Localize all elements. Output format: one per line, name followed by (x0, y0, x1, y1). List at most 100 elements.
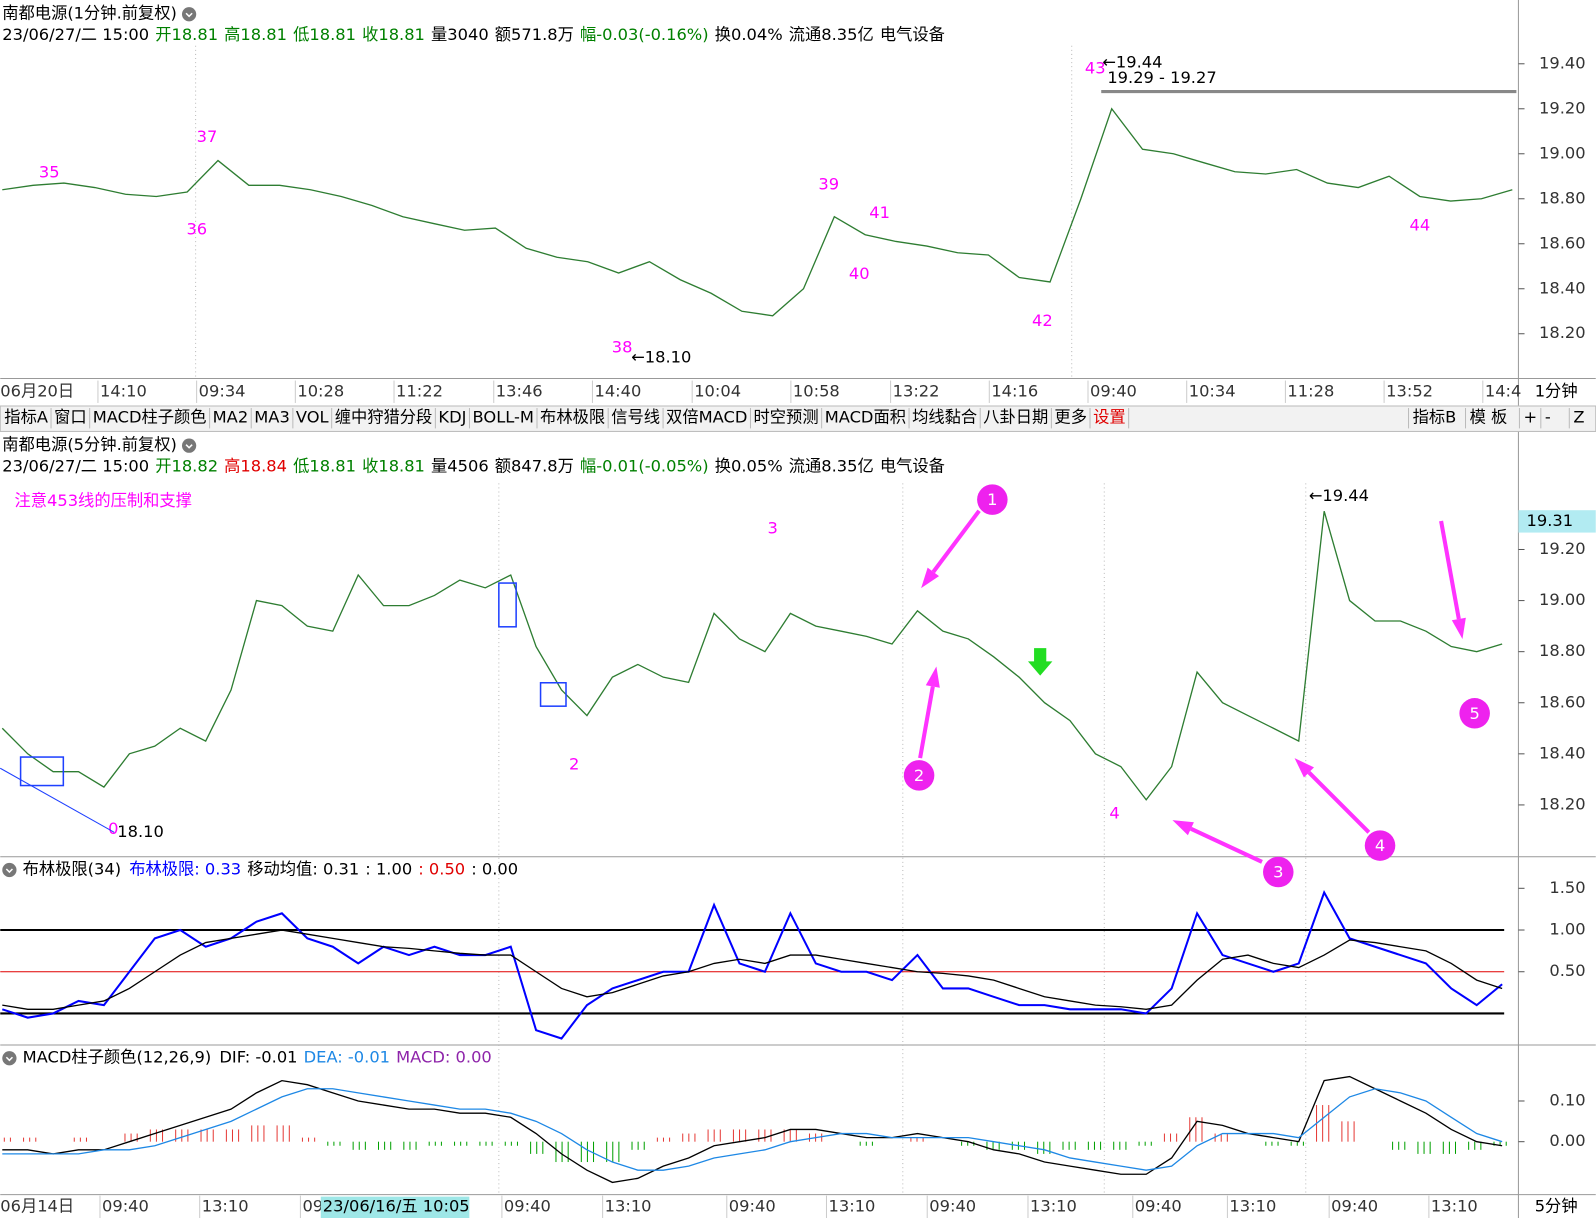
toolbar-button[interactable]: 指标A (4, 408, 48, 427)
marker-circle (1263, 856, 1294, 888)
annotation: 36 (186, 219, 207, 238)
y-tick-label: 0.10 (1549, 1090, 1585, 1109)
x-tick-label: 09:34 (199, 381, 246, 400)
note: 注意453线的压制和支撑 (14, 491, 191, 510)
x-tick-label: 13:10 (1030, 1196, 1077, 1215)
dropdown-chevron (185, 444, 193, 449)
annotation: 18.10 (117, 822, 164, 841)
x-tick-label: 10:58 (793, 381, 840, 400)
toolbar-button[interactable]: 信号线 (611, 408, 660, 427)
current-price-box (1518, 510, 1596, 533)
x-tick-label: 13:10 (1229, 1196, 1276, 1215)
toolbar-button[interactable]: 双倍MACD (666, 408, 747, 427)
toolbar-button[interactable]: 布林极限 (540, 408, 605, 427)
quote-info: 换0.04% (715, 25, 783, 44)
toolbar-button[interactable]: 缠中狩猎分段 (335, 408, 433, 427)
annotation: 44 (1410, 215, 1431, 234)
y-tick-label: 0.00 (1549, 1131, 1585, 1150)
toolbar-button[interactable]: MACD面积 (825, 408, 906, 427)
x-tick-label: 06月20日 (0, 381, 74, 400)
toolbar-button[interactable]: 时空预测 (754, 408, 819, 427)
dropdown-icon[interactable] (181, 438, 197, 453)
x-tick-label: 09:40 (1135, 1196, 1182, 1215)
marker-arrow (1307, 771, 1371, 834)
indicator-legend: : 0.00 (471, 860, 518, 879)
toolbar-button[interactable]: 窗口 (54, 408, 87, 427)
toolbar-button[interactable]: 均线黏合 (912, 408, 977, 427)
x-tick-label: 13:52 (1386, 381, 1433, 400)
y-tick-label: 19.20 (1539, 98, 1586, 117)
cursor-label-bg (320, 1196, 470, 1218)
toolbar-button[interactable]: - (1545, 408, 1551, 427)
dropdown-icon[interactable] (2, 862, 17, 878)
annotation: ←19.44 (1309, 486, 1369, 505)
quote-info: 低18.81 (293, 457, 356, 476)
toolbar-button[interactable]: 模 板 (1470, 408, 1508, 427)
quote-info: 高18.84 (224, 457, 287, 476)
dropdown-icon[interactable] (2, 1051, 17, 1066)
toolbar-button[interactable]: 设置 (1093, 408, 1126, 427)
toolbar-button[interactable]: MA3 (254, 408, 290, 427)
toolbar-button[interactable]: 指标B (1413, 408, 1457, 427)
marker-label: 5 (1469, 704, 1479, 723)
quote-info: 流通8.35亿 (789, 25, 874, 44)
chart-title: 南都电源(1分钟.前复权) (2, 4, 177, 23)
x-tick-label: 14:16 (991, 381, 1038, 400)
toolbar-button[interactable]: VOL (296, 408, 329, 427)
indicator-title: MACD柱子颜色(12,26,9) (23, 1048, 212, 1067)
x-tick-label: 10:34 (1189, 381, 1236, 400)
trend-line (0, 767, 115, 833)
dropdown-icon[interactable] (181, 7, 197, 22)
annotation: 37 (197, 127, 218, 146)
marker-label: 1 (987, 490, 997, 509)
toolbar-button[interactable]: KDJ (438, 408, 466, 427)
x-tick-label: 09:40 (729, 1196, 776, 1215)
quote-info: 收18.81 (362, 457, 425, 476)
dropdown-chevron (5, 868, 13, 874)
marker-arrowhead (921, 567, 940, 589)
toolbar-button[interactable]: Z (1573, 408, 1584, 427)
x-tick-label: 10:28 (297, 381, 344, 400)
y-tick-label: 1.50 (1549, 878, 1585, 897)
toolbar-button[interactable]: BOLL-M (473, 408, 534, 427)
x-tick-label: 09:40 (1331, 1196, 1378, 1215)
quote-info: 量4506 (431, 457, 489, 476)
toolbar-button[interactable]: + (1524, 408, 1538, 427)
x-tick-label: 13:22 (893, 381, 940, 400)
y-tick-label: 0.50 (1549, 961, 1585, 980)
quote-info: 电气设备 (880, 25, 945, 44)
marker-arrowhead (1172, 820, 1194, 836)
x-tick-label: 09:40 (504, 1196, 551, 1215)
toolbar-button[interactable]: 更多 (1054, 408, 1087, 427)
quote-info: 高18.81 (224, 25, 287, 44)
marker-arrowhead (925, 666, 940, 688)
y-tick-label: 18.20 (1539, 323, 1586, 342)
quote-info: 量3040 (431, 25, 489, 44)
y-tick-label: 1.00 (1549, 920, 1585, 939)
y-tick-label: 19.20 (1539, 539, 1586, 558)
annotation: 39 (818, 175, 839, 194)
period-label[interactable]: 5分钟 (1535, 1196, 1578, 1215)
annotation: 3 (767, 519, 777, 538)
x-tick-label: 10:04 (694, 381, 741, 400)
x-tick-label: 13:10 (1431, 1196, 1478, 1215)
x-tick-label: 14:10 (100, 381, 147, 400)
current-price-label: 19.31 (1527, 511, 1574, 530)
annotation: 42 (1032, 311, 1053, 330)
marker-circle (1459, 698, 1490, 729)
x-tick-label: 13:10 (605, 1196, 652, 1215)
period-label[interactable]: 1分钟 (1535, 381, 1578, 400)
indicator-line (1, 890, 1503, 1040)
y-tick-label: 19.00 (1539, 590, 1586, 609)
quote-info: 23/06/27/二 15:00 (2, 25, 149, 44)
annotation: 40 (849, 264, 870, 283)
toolbar-button[interactable]: MA2 (213, 408, 249, 427)
y-tick-label: 18.80 (1539, 641, 1586, 660)
toolbar-button[interactable]: 八卦日期 (983, 408, 1048, 427)
indicator-legend: 布林极限: 0.33 (129, 860, 241, 879)
marker-circle (903, 760, 935, 791)
y-tick-label: 19.40 (1539, 53, 1586, 72)
toolbar-button[interactable]: MACD柱子颜色 (93, 408, 207, 427)
highlight-box (498, 582, 517, 628)
